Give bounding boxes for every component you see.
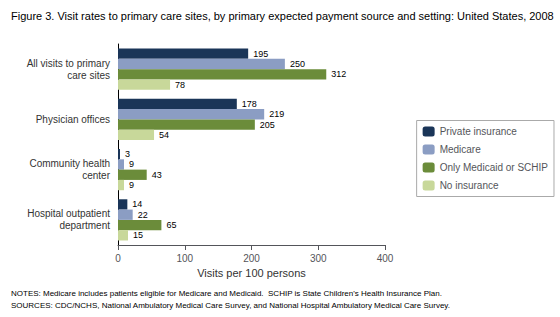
svg-text:54: 54 [159, 130, 169, 140]
svg-text:Figure 3. Visit rates to prima: Figure 3. Visit rates to primary care si… [11, 10, 554, 22]
svg-text:178: 178 [242, 99, 257, 109]
svg-text:100: 100 [176, 253, 193, 264]
svg-text:65: 65 [166, 220, 176, 230]
svg-text:200: 200 [243, 253, 260, 264]
svg-text:Private insurance: Private insurance [440, 126, 518, 137]
svg-text:center: center [82, 170, 110, 181]
svg-text:250: 250 [290, 59, 305, 69]
svg-text:400: 400 [377, 253, 394, 264]
svg-text:43: 43 [152, 170, 162, 180]
svg-text:No insurance: No insurance [440, 180, 499, 191]
svg-text:Physician offices: Physician offices [36, 114, 110, 125]
svg-text:9: 9 [129, 159, 134, 169]
svg-text:14: 14 [132, 199, 142, 209]
svg-text:78: 78 [175, 80, 185, 90]
svg-text:SOURCES: CDC/NCHS, National Am: SOURCES: CDC/NCHS, National Ambulatory M… [11, 301, 450, 310]
svg-text:Medicare: Medicare [440, 144, 482, 155]
svg-text:Visits per 100 persons: Visits per 100 persons [197, 267, 306, 279]
svg-text:care sites: care sites [67, 70, 110, 81]
svg-text:All visits to primary: All visits to primary [27, 58, 110, 69]
svg-text:195: 195 [253, 49, 268, 59]
svg-text:Only Medicaid or SCHIP: Only Medicaid or SCHIP [440, 162, 549, 173]
svg-text:219: 219 [269, 109, 284, 119]
svg-text:0: 0 [115, 253, 121, 264]
svg-text:312: 312 [331, 69, 346, 79]
svg-text:205: 205 [260, 120, 275, 130]
svg-text:3: 3 [125, 149, 130, 159]
svg-text:Hospital outpatient: Hospital outpatient [27, 208, 110, 219]
svg-text:300: 300 [310, 253, 327, 264]
svg-text:9: 9 [129, 180, 134, 190]
svg-text:22: 22 [138, 210, 148, 220]
svg-text:department: department [59, 220, 110, 231]
svg-text:Community health: Community health [29, 158, 110, 169]
svg-text:15: 15 [133, 230, 143, 240]
svg-text:NOTES: Medicare includes patie: NOTES: Medicare includes patients eligib… [11, 289, 442, 298]
